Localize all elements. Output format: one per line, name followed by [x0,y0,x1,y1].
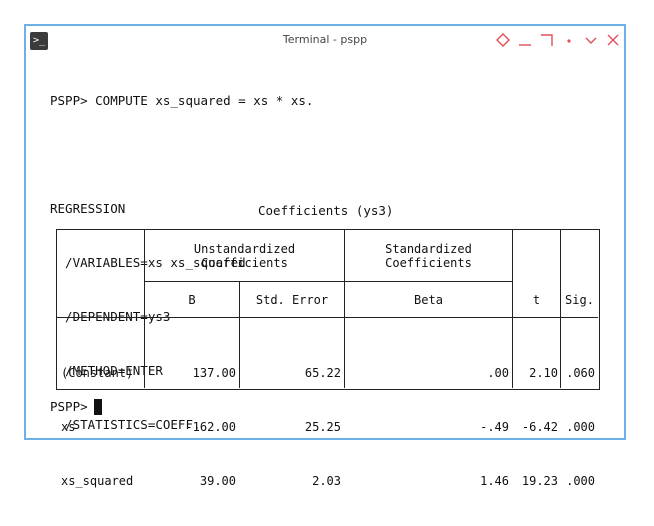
table-cell-t: 2.10 [529,366,558,380]
table-cell-std-error: 65.22 [304,366,341,380]
table-row-label: xs_squared [61,474,134,488]
table-cell-std-error: 2.03 [312,474,341,488]
table-cell-b: -162.00 [185,420,236,434]
col-beta-values: .00 -.49 1.46 [345,328,509,526]
table-cell-sig: .000 [566,420,595,434]
minimize-icon[interactable] [518,33,532,47]
body-col-beta [345,318,513,388]
table-caption: Coefficients (ys3) [258,203,394,218]
console-line: REGRESSION [50,201,126,216]
table-cell-b: 137.00 [192,366,236,380]
text-cursor [93,399,102,415]
header-t: t [513,230,561,318]
console-output: PSPP> COMPUTE xs_squared = xs * xs. REGR… [50,56,313,470]
header-unstandardized: Unstandardized Coefficients [145,230,345,282]
table-cell-beta: -.49 [480,420,509,434]
title-bar[interactable]: >_ Terminal - pspp [26,26,624,54]
table-cell-t: 19.23 [521,474,558,488]
header-beta: Beta [345,282,513,318]
col-sig-values: .060 .000 .000 [561,328,595,526]
header-standardized: Standardized Coefficients [345,230,513,282]
header-blank [57,230,145,318]
header-std-error: Std. Error [240,282,345,318]
table-cell-std-error: 25.25 [304,420,341,434]
console-line: PSPP> COMPUTE xs_squared = xs * xs. [50,93,314,108]
body-col-b [145,318,240,388]
console-line: /METHOD=ENTER [50,363,163,378]
table-cell-beta: 1.46 [480,474,509,488]
diamond-icon[interactable] [496,33,510,47]
command-prompt[interactable]: PSPP> [50,398,102,416]
maximize-icon[interactable] [540,33,554,47]
body-col-t [513,318,561,388]
table-cell-sig: .000 [566,474,595,488]
terminal-icon: >_ [30,32,48,50]
table-cell-b: 39.00 [199,474,236,488]
table-row-label: xs [61,420,76,434]
body-col-std-error [240,318,345,388]
chevron-down-icon[interactable] [584,33,598,47]
close-icon[interactable] [606,33,620,47]
window-title: Terminal - pspp [282,33,368,46]
coefficients-table: Unstandardized Coefficients Standardized… [56,229,600,488]
console-line: /STATISTICS=COEFF. [50,417,201,432]
table-cell-beta: .00 [487,366,509,380]
terminal-window: >_ Terminal - pspp PSPP> COMPUTE xs_s [24,24,626,488]
console-line [50,146,313,164]
col-t-values: 2.10 -6.42 19.23 [513,328,558,526]
header-b: B [145,282,240,318]
body-col-label [57,318,145,388]
col-std-error-values: 65.22 25.25 2.03 [240,328,341,526]
window-controls [496,30,620,50]
table-row-label: (Constant) [61,366,134,380]
prompt-label: PSPP> [50,399,88,414]
table-cell-sig: .060 [566,366,595,380]
table-cell-t: -6.42 [521,420,558,434]
console-line: /VARIABLES=xs xs_squared [50,255,246,270]
row-labels: (Constant) xs xs_squared [61,328,143,526]
col-b-values: 137.00 -162.00 39.00 [145,328,236,526]
dot-icon[interactable] [562,33,576,47]
header-sig: Sig. [561,230,598,318]
